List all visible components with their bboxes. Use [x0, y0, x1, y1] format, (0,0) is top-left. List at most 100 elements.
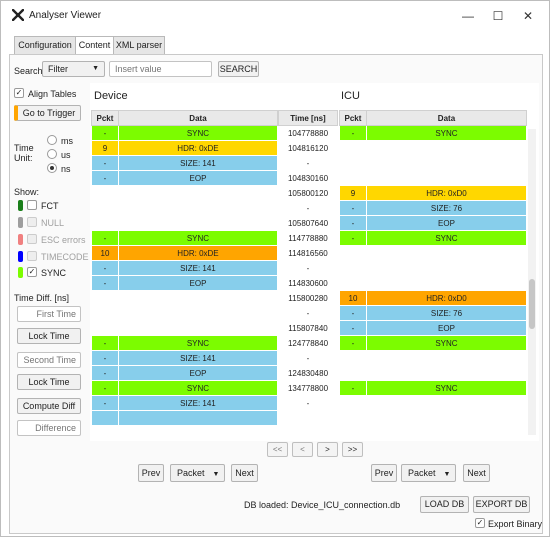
data-cell[interactable] [365, 410, 528, 426]
timecode-checkbox[interactable] [27, 251, 37, 261]
data-cell[interactable]: SYNC [365, 335, 528, 351]
table-row[interactable]: 10 HDR: 0xDE [91, 245, 279, 261]
first-time-input[interactable] [17, 306, 81, 322]
table-row[interactable]: - EOP [91, 170, 279, 186]
device-next-button[interactable]: Next [231, 464, 258, 482]
pckt-cell[interactable]: - [339, 215, 367, 231]
pckt-cell[interactable]: - [339, 125, 367, 141]
data-cell[interactable]: EOP [365, 215, 528, 231]
data-cell[interactable]: EOP [117, 275, 279, 291]
table-row[interactable]: 105800120 [278, 185, 338, 201]
pckt-cell[interactable]: - [91, 365, 119, 381]
data-cell[interactable]: SIZE: 76 [365, 200, 528, 216]
table-row[interactable]: - SYNC [91, 230, 279, 246]
data-cell[interactable]: HDR: 0xD0 [365, 290, 528, 306]
pckt-cell[interactable] [91, 410, 119, 426]
table-row[interactable]: - EOP [91, 275, 279, 291]
go-to-trigger-button[interactable]: Go to Trigger [14, 105, 81, 121]
table-row[interactable]: 114816560 [278, 245, 338, 261]
tab-configuration[interactable]: Configuration [14, 36, 76, 55]
time-cell[interactable]: 104816120 [278, 140, 338, 156]
pckt-cell[interactable]: - [91, 170, 119, 186]
table-row[interactable]: 104830160 [278, 170, 338, 186]
table-row[interactable]: - EOP [339, 215, 528, 231]
icu-header-data[interactable]: Data [365, 110, 528, 126]
table-row[interactable] [278, 410, 338, 426]
device-prev-button[interactable]: Prev [138, 464, 164, 482]
difference-output[interactable] [17, 420, 81, 436]
pckt-cell[interactable] [91, 215, 119, 231]
table-row[interactable] [339, 410, 528, 426]
icu-packet-dropdown[interactable]: Packet ▼ [401, 464, 456, 482]
lock-first-time-button[interactable]: Lock Time [17, 328, 81, 344]
pckt-cell[interactable] [339, 275, 367, 291]
table-row[interactable] [91, 200, 279, 216]
prev-page-button[interactable]: < [292, 442, 313, 457]
lock-second-time-button[interactable]: Lock Time [17, 374, 81, 390]
last-page-button[interactable]: >> [342, 442, 363, 457]
data-cell[interactable] [365, 260, 528, 276]
pckt-cell[interactable] [339, 245, 367, 261]
table-row[interactable]: 114830600 [278, 275, 338, 291]
time-cell[interactable]: - [278, 350, 338, 366]
esc-errors-checkbox[interactable] [27, 234, 37, 244]
data-cell[interactable] [365, 275, 528, 291]
pckt-cell[interactable] [339, 365, 367, 381]
data-cell[interactable]: SYNC [117, 125, 279, 141]
data-cell[interactable] [365, 395, 528, 411]
data-cell[interactable] [365, 365, 528, 381]
table-row[interactable]: 104778880 [278, 125, 338, 141]
pckt-cell[interactable]: 9 [91, 140, 119, 156]
pckt-cell[interactable]: - [91, 335, 119, 351]
table-row[interactable] [91, 215, 279, 231]
table-row[interactable]: - SIZE: 76 [339, 200, 528, 216]
table-row[interactable] [91, 320, 279, 336]
table-row[interactable] [339, 365, 528, 381]
table-row[interactable] [339, 275, 528, 291]
device-packet-dropdown[interactable]: Packet ▼ [170, 464, 225, 482]
table-row[interactable]: - [278, 395, 338, 411]
table-row[interactable]: - EOP [91, 365, 279, 381]
data-cell[interactable]: SIZE: 141 [117, 350, 279, 366]
table-row[interactable]: - [278, 155, 338, 171]
pckt-cell[interactable]: 9 [339, 185, 367, 201]
pckt-cell[interactable] [339, 140, 367, 156]
data-cell[interactable] [117, 215, 279, 231]
data-cell[interactable]: SYNC [117, 380, 279, 396]
second-time-input[interactable] [17, 352, 81, 368]
time-cell[interactable]: 124778840 [278, 335, 338, 351]
fct-checkbox[interactable] [27, 200, 37, 210]
pckt-cell[interactable]: - [91, 380, 119, 396]
data-cell[interactable]: HDR: 0xD0 [365, 185, 528, 201]
table-row[interactable] [339, 395, 528, 411]
table-row[interactable] [339, 245, 528, 261]
export-db-button[interactable]: EXPORT DB [473, 496, 530, 513]
time-cell[interactable]: 114778880 [278, 230, 338, 246]
pckt-cell[interactable]: 10 [91, 245, 119, 261]
align-tables-checkbox[interactable]: ✓ [14, 88, 24, 98]
time-cell[interactable]: - [278, 395, 338, 411]
time-cell[interactable]: 115807840 [278, 320, 338, 336]
unit-us-radio[interactable] [47, 149, 57, 159]
data-cell[interactable]: HDR: 0xDE [117, 245, 279, 261]
table-row[interactable]: 114778880 [278, 230, 338, 246]
data-cell[interactable]: EOP [117, 170, 279, 186]
data-cell[interactable]: SYNC [365, 230, 528, 246]
maximize-button[interactable]: ☐ [492, 9, 504, 23]
data-cell[interactable]: EOP [365, 320, 528, 336]
pckt-cell[interactable] [91, 320, 119, 336]
icu-next-button[interactable]: Next [463, 464, 490, 482]
data-cell[interactable] [365, 350, 528, 366]
time-cell[interactable]: 114830600 [278, 275, 338, 291]
data-cell[interactable]: SYNC [117, 230, 279, 246]
table-row[interactable]: 124830480 [278, 365, 338, 381]
pckt-cell[interactable] [91, 200, 119, 216]
pckt-cell[interactable] [339, 170, 367, 186]
time-cell[interactable]: 114816560 [278, 245, 338, 261]
table-row[interactable]: 134778800 [278, 380, 338, 396]
table-row[interactable] [91, 410, 279, 426]
export-binary-checkbox[interactable]: ✓ [475, 518, 485, 528]
load-db-button[interactable]: LOAD DB [420, 496, 469, 513]
table-row[interactable]: - SYNC [339, 380, 528, 396]
scrollbar-thumb[interactable] [529, 279, 535, 329]
